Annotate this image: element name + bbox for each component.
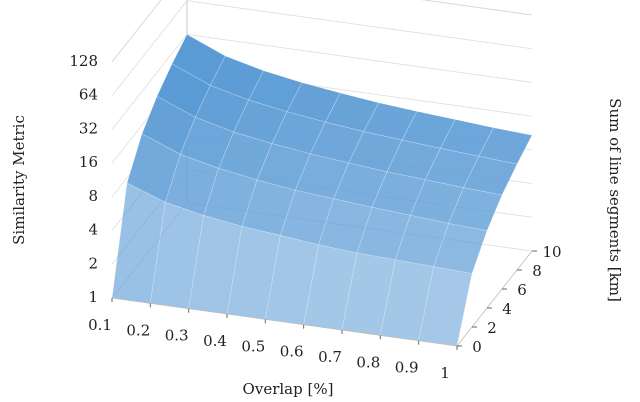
z-tick-label: 4	[88, 221, 98, 239]
z-tick-label: 8	[88, 187, 98, 205]
axis-edge	[111, 297, 458, 347]
grid-line	[111, 0, 533, 63]
surface-patch	[463, 155, 518, 196]
surface-patch	[448, 187, 503, 232]
x-tick-label: 0.4	[203, 332, 227, 350]
y-tick-label: 10	[542, 243, 561, 261]
axis-edge	[111, 0, 162, 63]
x-tick-label: 0.2	[126, 321, 150, 339]
y-tick-label: 8	[532, 262, 542, 280]
z-tick-label: 16	[79, 153, 98, 171]
z-axis-label: Similarity Metric	[10, 115, 28, 245]
z-tick-label: 2	[88, 254, 98, 272]
x-tick-label: 0.6	[280, 343, 304, 361]
x-tick-label: 0.8	[356, 353, 380, 371]
axis-edge	[456, 250, 533, 347]
z-tick-label: 1	[88, 288, 98, 306]
z-tick-label: 64	[79, 86, 98, 104]
surface-patch	[433, 223, 488, 274]
x-tick-label: 0.1	[88, 316, 112, 334]
x-axis-label: Overlap [%]	[243, 380, 334, 398]
surface-patch	[478, 127, 533, 165]
z-tick-label: 32	[79, 119, 98, 137]
z-tick-label: 128	[69, 52, 98, 70]
x-tick-label: 0.7	[318, 348, 342, 366]
x-tick-label: 0.9	[395, 359, 419, 377]
y-tick-label: 0	[472, 338, 482, 356]
grid-line	[111, 0, 533, 96]
x-tick-label: 1	[440, 364, 450, 382]
x-tick-label: 0.3	[165, 327, 189, 345]
y-tick-label: 4	[502, 300, 512, 318]
x-tick-label: 0.5	[241, 337, 265, 355]
y-axis-label: Sum of line segments [km]	[606, 98, 624, 302]
y-tick-label: 2	[487, 319, 497, 337]
y-tick-label: 6	[517, 281, 527, 299]
